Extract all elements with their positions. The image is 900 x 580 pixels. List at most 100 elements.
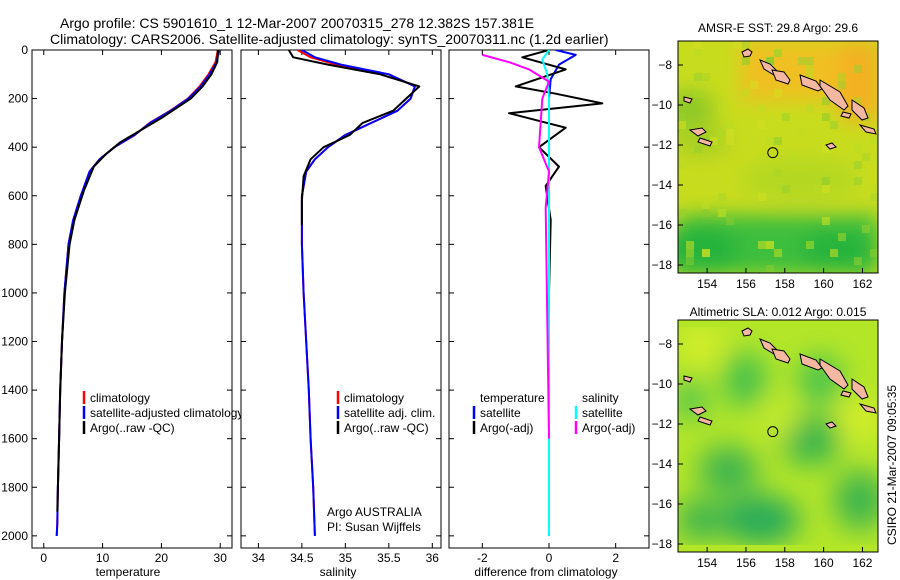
- sst-pixel: [782, 185, 790, 193]
- sst-pixel: [870, 193, 878, 201]
- salinity-panel-frame: [240, 49, 442, 549]
- sst-pixel: [822, 217, 830, 225]
- sst-pixel: [694, 49, 702, 57]
- sst-pixel: [870, 137, 878, 145]
- sst-pixel: [710, 137, 718, 145]
- sst-pixel: [686, 241, 694, 249]
- salinity-lines: [287, 50, 421, 536]
- y-tick-label: 1800: [1, 480, 28, 494]
- sst-pixel: [702, 73, 710, 81]
- map-x-tick-label: 160: [814, 277, 834, 291]
- sst-pixel: [822, 185, 830, 193]
- sst-map-title: AMSR-E SST: 29.8 Argo: 29.6: [698, 21, 858, 35]
- y-tick-label: 1000: [1, 286, 28, 300]
- sst-pixel: [870, 249, 878, 257]
- sst-pixel: [774, 89, 782, 97]
- y-tick-label: 1400: [1, 383, 28, 397]
- sla-map-field: [678, 320, 878, 552]
- map-y-tick-label: −8: [658, 58, 672, 72]
- sst-pixel: [758, 241, 766, 249]
- map-y-tick-label: −16: [652, 218, 673, 232]
- sst-pixel: [838, 233, 846, 241]
- sst-pixel: [806, 65, 814, 73]
- sst-pixel: [854, 97, 862, 105]
- legend-label-satellite: satellite adj. clim.: [344, 406, 435, 420]
- sla-map-land: [683, 327, 877, 429]
- map-y-tick-label: −10: [652, 98, 673, 112]
- sst-pixel: [838, 73, 846, 81]
- sst-pixel: [822, 145, 830, 153]
- y-tick-label: 0: [21, 43, 28, 57]
- sst-argo-position-marker: [767, 147, 779, 159]
- x-tick-label: 0: [40, 551, 47, 565]
- difference-ticks: -2 0 2: [449, 49, 649, 565]
- sst-pixel: [854, 145, 862, 153]
- salinity-panel: 34 34.5 35 35.5 36 salinity climatology sate…: [240, 49, 442, 579]
- sst-pixel: [830, 249, 838, 257]
- sst-pixel: [726, 129, 734, 137]
- figure-title-line2: Climatology: CARS2006. Satellite-adjuste…: [50, 31, 608, 47]
- map-x-tick-label: 162: [852, 277, 872, 291]
- sst-map-land: [683, 48, 877, 150]
- sst-pixel: [718, 209, 726, 217]
- x-tick-label: 35: [339, 551, 353, 565]
- temperature-panel-frame: [31, 49, 233, 549]
- annotation-argo-australia: Argo AUSTRALIA: [327, 505, 422, 519]
- sst-pixel: [694, 145, 702, 153]
- sst-map: AMSR-E SST: 29.8 Argo: 29.6: [652, 21, 879, 291]
- sst-pixel: [758, 153, 766, 161]
- sst-pixel: [718, 193, 726, 201]
- legend-heading-temperature: temperature: [480, 391, 545, 405]
- temperature-legend: climatology satellite-adjusted climatolo…: [82, 391, 243, 435]
- legend-heading-salinity: salinity: [582, 391, 619, 405]
- sst-pixel: [742, 57, 750, 65]
- y-tick-label: 1200: [1, 335, 28, 349]
- sst-map-ticks: 154 156 158 160 162 −8 −10 −12 −14 −16 −18: [652, 58, 873, 291]
- sla-map-ticks: 154 156 158 160 162 −8 −10 −12 −14 −16 −18: [652, 337, 873, 570]
- x-tick-label: 35.5: [377, 551, 401, 565]
- x-tick-label: -2: [477, 551, 488, 565]
- sst-pixel: [822, 113, 830, 121]
- map-x-tick-label: 156: [736, 556, 756, 570]
- sst-pixel: [758, 105, 766, 113]
- sst-pixel: [798, 129, 806, 137]
- legend-label-climatology: climatology: [90, 391, 150, 405]
- sst-map-field: [678, 41, 878, 273]
- difference-xlabel: difference from climatology: [474, 565, 617, 579]
- sst-pixel: [790, 153, 798, 161]
- map-x-tick-label: 160: [814, 556, 834, 570]
- sst-pixel: [774, 249, 782, 257]
- sst-pixel: [678, 121, 686, 129]
- legend-label-temp-satellite: satellite: [480, 406, 521, 420]
- sst-pixel: [726, 121, 734, 129]
- x-tick-label: 10: [96, 551, 110, 565]
- y-tick-label: 2000: [1, 529, 28, 543]
- sst-pixel: [838, 81, 846, 89]
- y-tick-label: 800: [8, 237, 28, 251]
- x-tick-label: 0: [546, 551, 553, 565]
- sst-pixel: [774, 49, 782, 57]
- sst-pixel: [718, 105, 726, 113]
- legend-label-temp-argo: Argo(-adj): [480, 421, 533, 435]
- map-y-tick-label: −14: [652, 178, 673, 192]
- map-y-tick-label: −10: [652, 377, 673, 391]
- sst-pixel: [822, 177, 830, 185]
- legend-label-argo: Argo(..raw -QC): [344, 421, 429, 435]
- sst-pixel: [870, 185, 878, 193]
- sla-argo-position-marker: [767, 426, 779, 438]
- difference-panel: -2 0 2 difference from climatology tempera…: [448, 49, 650, 579]
- sst-pixel: [734, 41, 742, 49]
- sla-map-title: Altimetric SLA: 0.012 Argo: 0.015: [690, 305, 867, 319]
- y-tick-label: 200: [8, 92, 28, 106]
- sst-pixel: [718, 129, 726, 137]
- series-line: [287, 50, 421, 225]
- sst-pixel: [758, 121, 766, 129]
- sst-pixel: [702, 249, 710, 257]
- sst-pixel: [766, 265, 774, 273]
- map-y-tick-label: −16: [652, 497, 673, 511]
- map-x-tick-label: 154: [697, 556, 717, 570]
- map-y-tick-label: −18: [652, 258, 673, 272]
- x-tick-label: 34.5: [290, 551, 314, 565]
- legend-label-sal-satellite: satellite: [582, 406, 623, 420]
